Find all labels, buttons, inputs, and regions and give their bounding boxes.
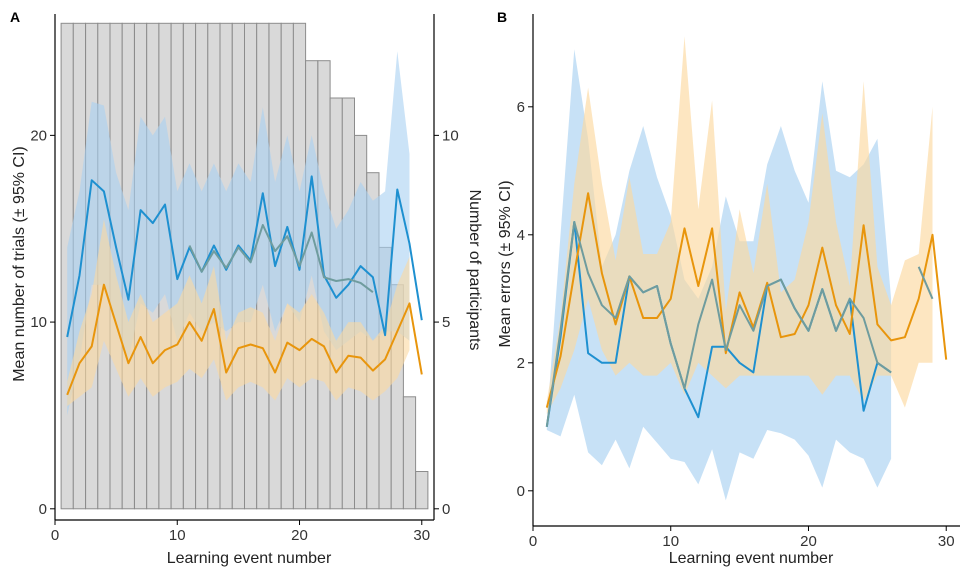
- y2-tick-label: 0: [442, 501, 450, 518]
- panel-tag-a: A: [10, 9, 20, 25]
- teal-series-line: [188, 224, 374, 293]
- x-tick-label: 30: [938, 533, 955, 550]
- x-tick-label: 10: [169, 527, 186, 544]
- panel-tag-b: B: [497, 9, 507, 25]
- y2-tick-label: 5: [442, 314, 450, 331]
- teal-series-line: [545, 221, 892, 427]
- y2-axis-title-a: Number of participants: [466, 190, 483, 351]
- ci-bands: [67, 51, 410, 416]
- x-axis-title-b: Learning event number: [669, 550, 834, 567]
- panel-a: 0 10 20 30 0 10 20 0 5 10 A Learning event number…: [10, 9, 483, 567]
- x-tick-label: 20: [291, 527, 308, 544]
- orange-ci-band: [67, 219, 410, 407]
- x-tick-label: 20: [800, 533, 817, 550]
- ci-bands: [546, 36, 933, 501]
- x-tick-label: 30: [413, 527, 430, 544]
- y-tick-label: 4: [517, 227, 525, 244]
- panel-b: 0 10 20 30 0 2 4 6 B Learning event number Mean…: [497, 9, 960, 567]
- y-tick-label: 10: [30, 314, 47, 331]
- x-tick-label: 0: [51, 527, 59, 544]
- x-tick-label: 10: [662, 533, 679, 550]
- y-tick-label: 6: [517, 99, 525, 116]
- series-lines: [66, 175, 423, 396]
- axes: 0 10 20 30 0 2 4 6: [517, 14, 960, 550]
- y-tick-label: 0: [39, 501, 47, 518]
- y-tick-label: 0: [517, 483, 525, 500]
- axes: 0 10 20 30 0 10 20 0 5 10: [30, 14, 459, 544]
- participant-bar: [402, 396, 417, 510]
- y-axis-title-a: Mean number of trials (± 95% CI): [11, 146, 28, 382]
- x-tick-label: 0: [529, 533, 537, 550]
- y2-tick-label: 10: [442, 127, 459, 144]
- participant-bar: [415, 471, 429, 510]
- y-tick-label: 2: [517, 355, 525, 372]
- teal-series-line: [917, 266, 934, 300]
- y-tick-label: 20: [30, 127, 47, 144]
- orange-ci-band: [546, 36, 933, 415]
- x-axis-title-a: Learning event number: [167, 550, 332, 567]
- y-axis-title-b: Mean errors (± 95% CI): [497, 180, 514, 347]
- blue-series-line: [66, 175, 423, 338]
- series-lines: [545, 192, 948, 427]
- orange-series-line: [66, 283, 423, 396]
